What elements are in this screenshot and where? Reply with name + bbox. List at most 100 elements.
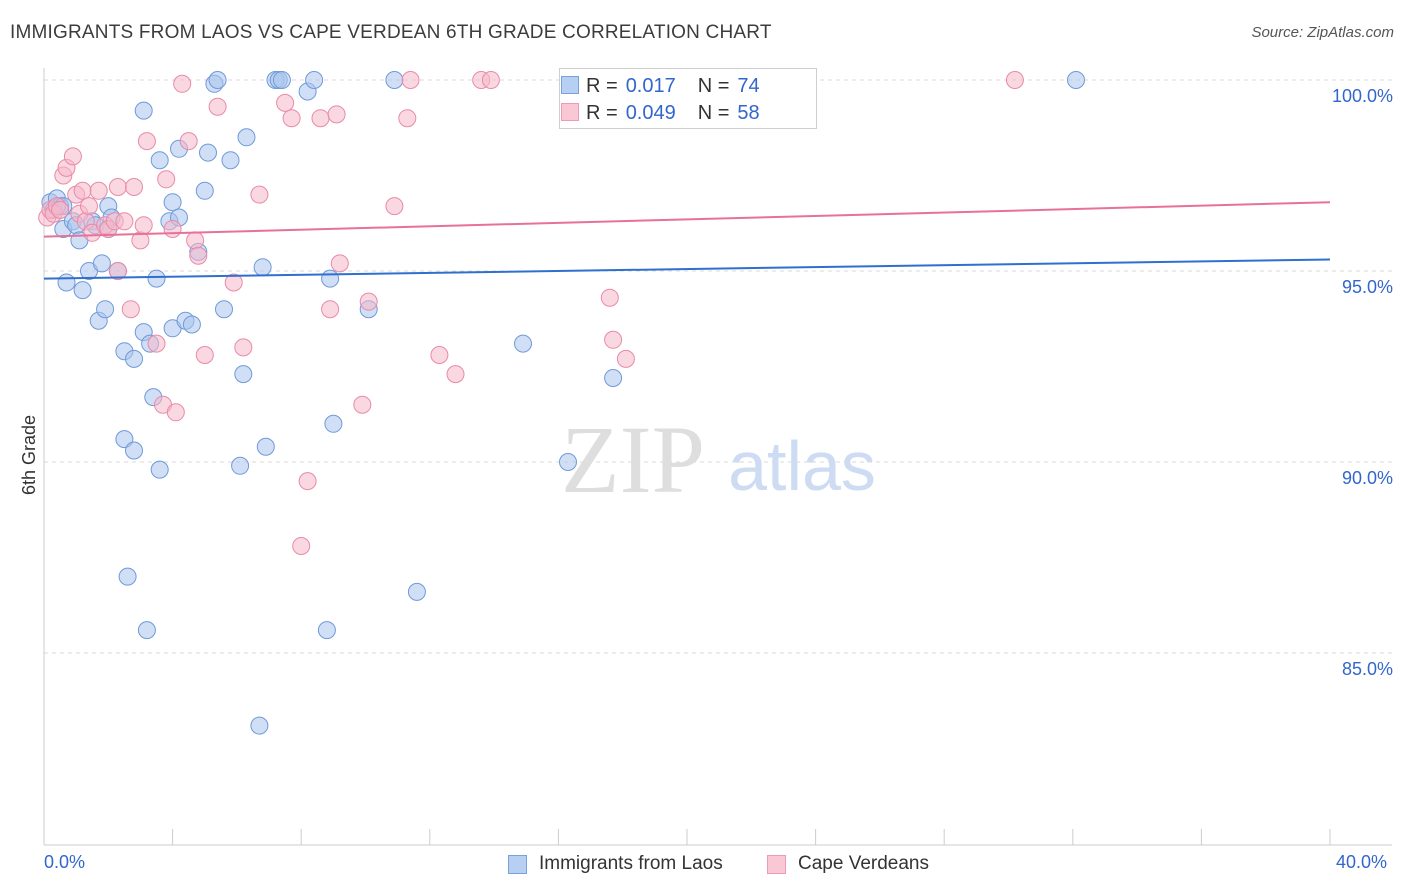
laos-point <box>215 300 233 319</box>
legend-r-value: 0.017 <box>625 74 676 97</box>
cape-verdean-point <box>73 181 92 200</box>
legend-row-laos: R = 0.017 N = 74 <box>561 74 760 98</box>
laos-point <box>407 582 426 601</box>
cape-verdean-point <box>401 71 420 89</box>
cape-verdean-point <box>292 537 311 555</box>
laos-point <box>256 437 275 456</box>
cape-verdean-point <box>173 74 192 93</box>
y-axis-label: 6th Grade <box>19 415 39 495</box>
laos-point <box>231 456 250 475</box>
axes <box>43 68 1392 846</box>
laos-point <box>73 281 92 300</box>
laos-point <box>57 273 76 292</box>
cape-verdean-point <box>89 181 108 200</box>
cape-verdean-point <box>298 472 317 491</box>
cape-verdean-point <box>234 338 253 357</box>
bottom-legend-swatch-pink <box>767 854 786 874</box>
watermark-atlas: atlas <box>728 427 876 505</box>
cape-verdean-point <box>108 262 127 280</box>
legend-n-label: N = <box>697 74 730 97</box>
cape-verdean-point <box>125 178 143 196</box>
legend-swatch-blue <box>561 76 579 94</box>
x-tick-label-min: 0.0% <box>44 852 86 872</box>
laos-point <box>150 460 169 479</box>
laos-point <box>604 369 623 387</box>
laos-point <box>150 151 169 170</box>
laos-point <box>137 621 156 640</box>
cape-verdean-point <box>359 292 378 311</box>
cape-verdean-point <box>195 346 214 364</box>
cape-verdean-point <box>189 246 208 265</box>
cape-verdean-point <box>63 147 82 166</box>
cape-verdean-point <box>137 132 156 151</box>
cape-verdean-point <box>481 71 500 89</box>
cape-verdean-point <box>115 212 134 231</box>
cape-verdean-point <box>311 109 330 128</box>
cape-verdean-point <box>446 365 465 384</box>
cape-verdean-point <box>353 395 372 414</box>
cape-verdean-point <box>282 109 301 128</box>
y-tick-label: 95.0% <box>1341 277 1393 297</box>
laos-point <box>237 128 256 147</box>
cape-verdean-point <box>186 231 205 250</box>
watermark: ZIP atlas <box>561 406 876 513</box>
legend-r-value: 0.049 <box>625 101 676 124</box>
bottom-legend-laos[interactable]: Immigrants from Laos <box>508 852 723 876</box>
chart-title: IMMIGRANTS FROM LAOS VS CAPE VERDEAN 6TH… <box>10 22 772 43</box>
cape-verdean-point <box>163 220 182 238</box>
laos-point <box>199 143 217 162</box>
cape-verdean-point <box>134 216 153 235</box>
laos-point <box>385 71 404 89</box>
laos-point <box>305 71 324 89</box>
laos-point <box>321 269 340 288</box>
laos-point <box>514 334 532 353</box>
cape-verdean-point <box>208 97 227 116</box>
cape-verdean-point <box>330 254 349 273</box>
bottom-legend-label: Immigrants from Laos <box>539 853 723 874</box>
cape-verdean-point <box>1005 71 1024 89</box>
laos-point <box>221 151 240 170</box>
laos-point <box>324 414 343 433</box>
legend-r-label: R = <box>586 101 618 124</box>
watermark-zip: ZIP <box>561 406 705 513</box>
laos-point <box>559 453 577 471</box>
laos-point <box>163 193 182 212</box>
legend-r-label: R = <box>586 74 618 97</box>
legend-n-value: 74 <box>737 74 760 97</box>
legend-swatch-pink <box>561 103 579 121</box>
bottom-legend-label: Cape Verdeans <box>798 853 929 874</box>
cape-verdean-point <box>51 200 70 219</box>
cape-verdean-point <box>604 330 623 349</box>
legend-n-label: N = <box>697 101 730 124</box>
cape-verdean-point <box>321 300 340 319</box>
y-tick-label: 85.0% <box>1341 659 1393 679</box>
laos-point <box>147 269 166 288</box>
trend-lines <box>43 201 1331 280</box>
laos-point <box>125 349 143 368</box>
bottom-legend-cape-verdeans[interactable]: Cape Verdeans <box>767 852 929 876</box>
laos-trend-line <box>43 258 1331 280</box>
legend-n-value: 58 <box>737 101 760 124</box>
data-points <box>38 71 1085 735</box>
y-tick-label: 100.0% <box>1331 86 1393 106</box>
cape-verdean-point <box>327 105 346 124</box>
y-tick-label: 90.0% <box>1341 468 1393 488</box>
laos-point <box>118 567 137 586</box>
laos-point <box>250 716 269 735</box>
laos-point <box>272 71 291 89</box>
laos-point <box>134 101 153 120</box>
cape-verdean-point <box>166 403 185 422</box>
cape-verdean-point <box>600 288 619 307</box>
laos-point <box>234 365 253 384</box>
cape-verdean-point <box>147 334 166 353</box>
cape-verdean-point <box>224 273 243 292</box>
laos-point <box>208 71 227 89</box>
cape-verdean-point <box>398 109 417 128</box>
cape-verdean-point <box>157 170 176 189</box>
cape-verdean-trend-line <box>43 201 1331 238</box>
cape-verdean-point <box>276 93 295 112</box>
source-label: Source: ZipAtlas.com <box>1251 24 1394 41</box>
cape-verdean-point <box>80 197 98 216</box>
laos-point <box>182 315 201 334</box>
